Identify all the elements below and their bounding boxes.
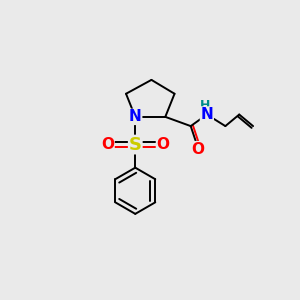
Text: N: N xyxy=(200,107,213,122)
Text: S: S xyxy=(129,136,142,154)
Text: O: O xyxy=(157,137,169,152)
Text: H: H xyxy=(200,99,210,112)
Text: O: O xyxy=(101,137,114,152)
Text: N: N xyxy=(129,109,142,124)
Text: O: O xyxy=(191,142,204,157)
